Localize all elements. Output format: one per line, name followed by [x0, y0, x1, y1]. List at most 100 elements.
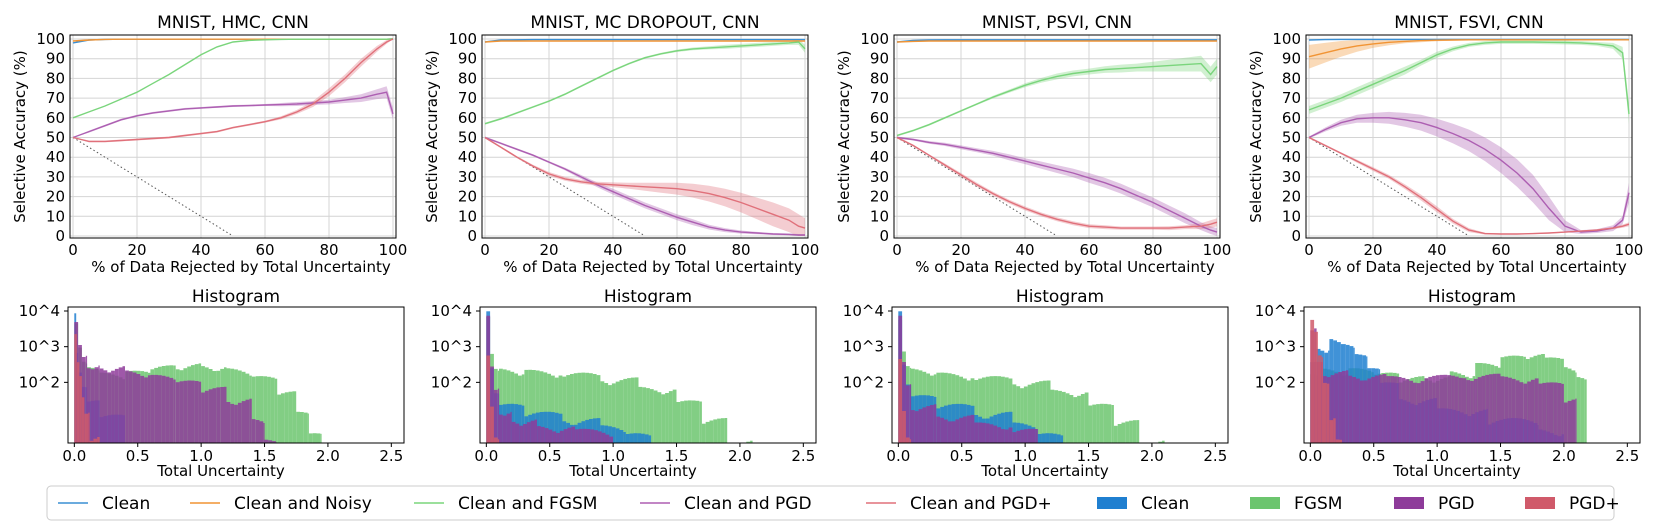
hist-bar-clean	[629, 433, 634, 443]
hist-bar-pgd	[1546, 382, 1550, 443]
x-tick-label: 100	[1615, 241, 1644, 259]
hist-bar-fgsm	[684, 400, 688, 443]
hist-bar-pgd	[511, 421, 516, 443]
hist-bar-pgd	[150, 374, 155, 443]
hist-bar-pgdplus	[84, 413, 89, 443]
legend-label: Clean and FGSM	[458, 494, 597, 514]
x-tick-label: 2.5	[1203, 447, 1227, 465]
hist-bar-fgsm	[646, 388, 650, 443]
hist-bar-fgsm	[701, 423, 706, 443]
legend-label: PGD	[1438, 494, 1475, 514]
hist-bar-clean	[551, 412, 555, 443]
hist-bar-pgd	[90, 369, 95, 443]
hist-bar-pgd	[1515, 380, 1520, 443]
y-tick-label: 20	[458, 188, 477, 206]
hist-bar-pgd	[940, 417, 944, 443]
hist-bar-pgd	[1012, 432, 1017, 443]
x-tick-label: 0	[480, 241, 490, 259]
hist-bar-pgd	[1519, 382, 1524, 443]
y-tick-label: 30	[458, 168, 477, 186]
hist-bar-clean	[619, 430, 624, 443]
x-axis-label: Total Uncertainty	[1392, 462, 1521, 480]
hist-bar-pgd	[1020, 429, 1024, 443]
hist-bar-pgdplus	[74, 334, 77, 443]
hist-bar-pgd	[1550, 382, 1554, 443]
reference-line	[1308, 137, 1470, 237]
hist-bar-pgd	[590, 429, 595, 443]
y-tick-label: 50	[46, 129, 65, 147]
x-axis-label: Total Uncertainty	[156, 462, 285, 480]
hist-bar-fgsm	[1077, 395, 1081, 443]
hist-bar-fgsm	[657, 392, 662, 443]
x-tick-label: 60	[255, 241, 274, 259]
hist-bar-pgd	[1371, 376, 1375, 443]
hist-bar-pgdplus	[1314, 331, 1318, 443]
hist-bar-clean	[1053, 433, 1057, 443]
hist-bar-fgsm	[1576, 377, 1581, 443]
hist-bar-fgsm	[1016, 386, 1021, 443]
hist-bar-fgsm	[978, 378, 982, 443]
legend-label: Clean and PGD+	[910, 494, 1052, 514]
x-tick-label: 80	[731, 241, 750, 259]
hist-bar-fgsm	[1162, 440, 1165, 443]
hist-bar-pgd	[1320, 362, 1323, 443]
hist-bar-pgdplus	[497, 439, 500, 443]
x-tick-label: 100	[1203, 241, 1232, 259]
y-tick-label: 10^3	[1255, 338, 1296, 356]
x-tick-label: 2.0	[316, 447, 340, 465]
x-axis-label: % of Data Rejected by Total Uncertainty	[91, 258, 391, 276]
band-clean-and-fgsm	[897, 55, 1217, 137]
hist-bar-clean	[1045, 433, 1050, 443]
x-tick-label: 0.5	[950, 447, 974, 465]
hist-bar-fgsm	[615, 381, 620, 443]
hist-bar-pgdplus	[79, 376, 82, 443]
hist-bar-fgsm	[300, 412, 304, 443]
hist-bar-fgsm	[259, 376, 264, 443]
hist-bar-pgd	[118, 367, 123, 443]
hist-bar-pgd	[1492, 373, 1497, 443]
hist-bar-pgd	[1458, 377, 1463, 443]
hist-bar-fgsm	[1121, 422, 1126, 443]
hist-bar-pgd	[204, 390, 209, 443]
hist-bar-clean	[558, 413, 563, 443]
hist-bar-pgdplus	[1326, 383, 1330, 443]
y-tick-label: 10^4	[19, 302, 60, 320]
hist-bar-pgdplus	[493, 437, 498, 443]
hist-bar-pgd	[1342, 371, 1346, 443]
x-tick-label: 40	[191, 241, 210, 259]
reference-line	[72, 137, 234, 237]
hist-bar-fgsm	[634, 377, 639, 443]
hist-bar-pgdplus	[89, 440, 94, 443]
hist-bar-pgd	[1378, 374, 1383, 443]
legend-label: Clean	[102, 494, 150, 514]
y-tick-label: 90	[1282, 50, 1301, 68]
hist-bar-fgsm	[638, 386, 643, 443]
y-tick-label: 80	[458, 69, 477, 87]
hist-bar-pgd	[544, 428, 549, 443]
y-tick-label: 50	[1282, 129, 1301, 147]
x-tick-label: 20	[951, 241, 970, 259]
hist-bar-pgd	[1027, 428, 1032, 443]
y-axis-label: Selective Accuracy (%)	[423, 50, 441, 223]
hist-bar-pgd	[1035, 429, 1038, 443]
hist-bar-pgd	[272, 441, 276, 443]
hist-bar-fgsm	[551, 375, 555, 443]
x-axis-label: % of Data Rejected by Total Uncertainty	[503, 258, 803, 276]
histogram-panel-3: 0.0 0.5 1.0 1.5 2.0 2.5 10^2 10^3 10^4 Histogram T…	[843, 287, 1229, 480]
hist-bar-fgsm	[267, 376, 271, 443]
hist-bar-pgd	[1367, 378, 1372, 443]
hist-bar-pgd	[198, 381, 202, 443]
hist-bar-pgd	[944, 419, 948, 443]
hist-bar-clean	[518, 404, 522, 443]
hist-bar-pgd	[559, 430, 564, 443]
x-tick-label: 0.5	[126, 447, 150, 465]
y-axis-label: Selective Accuracy (%)	[835, 50, 853, 223]
hist-bar-clean	[1060, 435, 1064, 443]
hist-bar-fgsm	[303, 412, 308, 443]
hist-bar-pgd	[926, 406, 930, 443]
hist-bar-pgd	[1477, 377, 1482, 443]
plot-frame	[479, 306, 817, 444]
hist-bar-fgsm	[668, 391, 673, 443]
hist-bar-clean	[641, 433, 645, 443]
